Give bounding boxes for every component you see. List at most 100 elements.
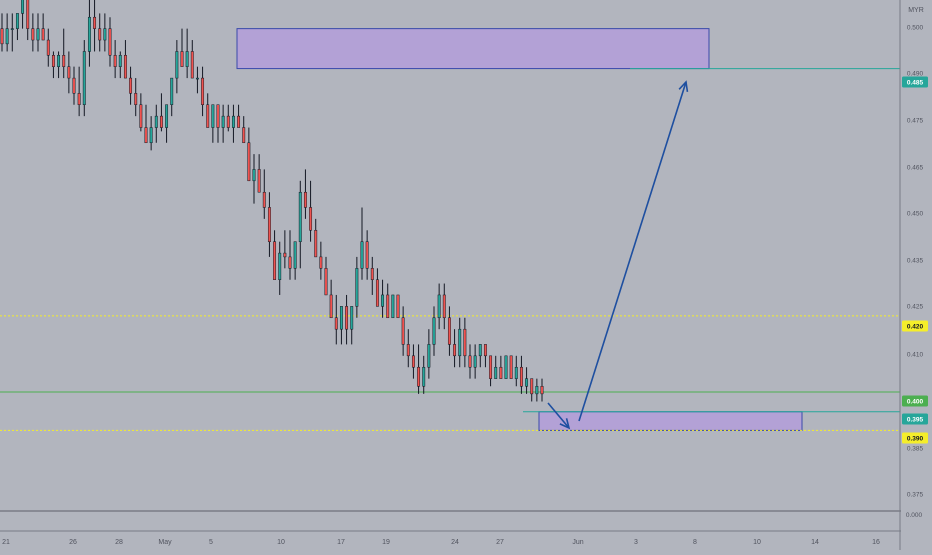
candle[interactable] <box>72 66 76 105</box>
candle[interactable] <box>432 306 436 356</box>
down-arrow[interactable] <box>547 402 571 430</box>
candle[interactable] <box>134 78 138 117</box>
candle[interactable] <box>514 355 518 387</box>
candle[interactable] <box>468 344 472 379</box>
candle[interactable] <box>67 51 71 94</box>
candle[interactable] <box>15 13 19 41</box>
candle[interactable] <box>226 104 230 132</box>
candle[interactable] <box>62 28 66 79</box>
support-zone[interactable] <box>538 411 803 431</box>
candle[interactable] <box>453 329 457 368</box>
candle[interactable] <box>31 13 35 52</box>
candle[interactable] <box>283 230 287 269</box>
candle[interactable] <box>411 344 415 379</box>
up-arrow[interactable] <box>578 80 689 422</box>
candle[interactable] <box>98 13 102 52</box>
candle[interactable] <box>334 294 338 345</box>
candle[interactable] <box>504 355 508 379</box>
candle[interactable] <box>386 283 390 319</box>
candle[interactable] <box>247 127 251 182</box>
candle[interactable] <box>154 104 158 143</box>
candle[interactable] <box>463 317 467 368</box>
candle[interactable] <box>159 93 163 132</box>
candle[interactable] <box>57 51 61 79</box>
candle[interactable] <box>139 93 143 132</box>
candle[interactable] <box>303 169 307 219</box>
candle[interactable] <box>170 77 174 117</box>
candle[interactable] <box>288 230 292 280</box>
candle[interactable] <box>473 344 477 379</box>
candle[interactable] <box>82 40 86 117</box>
candle[interactable] <box>396 294 400 319</box>
candle[interactable] <box>519 355 523 394</box>
candle[interactable] <box>93 0 97 52</box>
candle[interactable] <box>509 355 513 379</box>
candle[interactable] <box>257 154 261 193</box>
time-axis[interactable] <box>0 532 932 550</box>
candle[interactable] <box>540 378 544 402</box>
candle[interactable] <box>175 40 179 94</box>
candle[interactable] <box>103 13 107 52</box>
candle[interactable] <box>483 344 487 368</box>
candle[interactable] <box>216 104 220 143</box>
candle[interactable] <box>211 104 215 143</box>
candle[interactable] <box>401 306 405 356</box>
candle[interactable] <box>149 116 153 151</box>
candle[interactable] <box>535 378 539 402</box>
candle[interactable] <box>499 355 503 379</box>
candle[interactable] <box>355 256 359 318</box>
candle[interactable] <box>437 283 441 330</box>
candle[interactable] <box>309 180 313 242</box>
candle[interactable] <box>180 28 184 67</box>
candle[interactable] <box>447 306 451 356</box>
candle[interactable] <box>185 28 189 79</box>
candle[interactable] <box>370 256 374 295</box>
candle[interactable] <box>46 28 50 67</box>
candle[interactable] <box>273 230 277 280</box>
candle[interactable] <box>21 0 25 29</box>
candle[interactable] <box>489 355 493 387</box>
candle[interactable] <box>195 66 199 94</box>
candle[interactable] <box>329 279 333 319</box>
candle[interactable] <box>201 66 205 117</box>
candle[interactable] <box>427 329 431 379</box>
candle[interactable] <box>267 192 271 257</box>
candle[interactable] <box>442 283 446 330</box>
candle[interactable] <box>262 169 266 219</box>
candle[interactable] <box>0 13 4 52</box>
candle[interactable] <box>41 13 45 41</box>
candle[interactable] <box>278 241 282 295</box>
candle[interactable] <box>365 230 369 280</box>
candle[interactable] <box>242 116 246 144</box>
candle[interactable] <box>77 66 81 117</box>
candle[interactable] <box>345 294 349 345</box>
candle[interactable] <box>381 279 385 318</box>
candle[interactable] <box>10 13 14 52</box>
candle[interactable] <box>221 104 225 143</box>
candle[interactable] <box>190 40 194 79</box>
candle[interactable] <box>350 306 354 345</box>
candle[interactable] <box>252 154 256 204</box>
candle[interactable] <box>36 13 40 52</box>
candle[interactable] <box>206 93 210 128</box>
candle[interactable] <box>231 104 235 143</box>
candle[interactable] <box>165 104 169 143</box>
candle[interactable] <box>494 355 498 379</box>
candle[interactable] <box>87 0 91 67</box>
candle[interactable] <box>417 344 421 394</box>
candle[interactable] <box>319 241 323 280</box>
candle[interactable] <box>422 355 426 394</box>
candle[interactable] <box>51 51 55 79</box>
candle[interactable] <box>458 317 462 368</box>
candle[interactable] <box>339 306 343 345</box>
candle[interactable] <box>525 367 529 394</box>
candle[interactable] <box>108 17 112 67</box>
candle[interactable] <box>5 13 9 52</box>
candle[interactable] <box>113 40 117 79</box>
candle[interactable] <box>360 207 364 280</box>
candle[interactable] <box>144 104 148 144</box>
candle[interactable] <box>391 294 395 319</box>
candle[interactable] <box>314 218 318 258</box>
